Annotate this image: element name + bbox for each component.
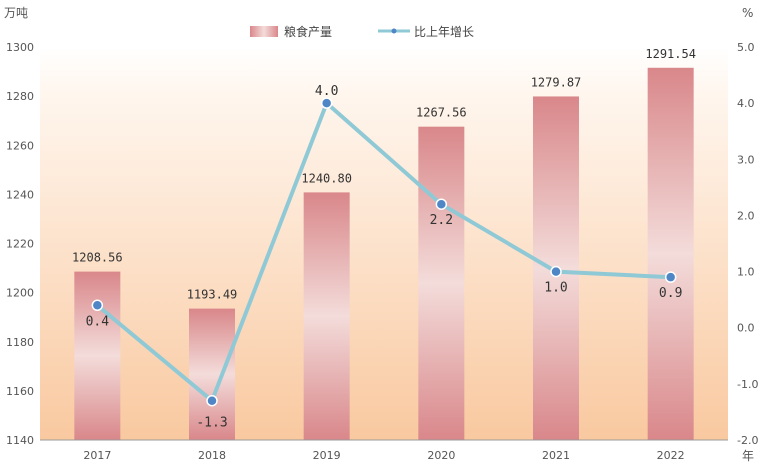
right-tick-label: 1.0 xyxy=(737,266,755,279)
bar xyxy=(189,308,235,440)
growth-value-label: -1.3 xyxy=(196,416,227,431)
growth-points xyxy=(91,97,677,407)
left-axis-unit: 万吨 xyxy=(4,6,28,20)
growth-value-label: 0.4 xyxy=(86,314,110,329)
growth-point xyxy=(320,97,333,109)
left-tick-label: 1240 xyxy=(6,188,34,201)
right-axis: -2.0 -1.0 0.0 1.0 2.0 3.0 4.0 5.0 xyxy=(737,41,758,447)
plot-background xyxy=(40,47,728,440)
bar-value-label: 1208.56 xyxy=(72,251,123,265)
growth-value-labels: 0.4 -1.3 4.0 2.2 1.0 0.9 xyxy=(86,84,683,431)
bar xyxy=(303,192,350,440)
growth-value-label: 4.0 xyxy=(315,84,338,99)
bar-value-label: 1267.56 xyxy=(416,106,467,120)
x-tick-label: 2022 xyxy=(657,449,685,462)
growth-point xyxy=(435,198,448,210)
growth-point xyxy=(91,299,104,312)
legend: 粮食产量 比上年增长 xyxy=(250,24,474,39)
x-axis: 2017 2018 2019 2020 2021 2022 xyxy=(83,449,684,462)
right-tick-label: -2.0 xyxy=(737,434,758,447)
bar xyxy=(418,126,465,440)
x-tick-label: 2021 xyxy=(542,449,570,462)
x-tick-label: 2017 xyxy=(83,449,111,462)
legend-bar-swatch xyxy=(250,26,278,37)
legend-line-marker xyxy=(391,28,397,34)
left-tick-label: 1140 xyxy=(6,434,34,447)
growth-value-label: 0.9 xyxy=(659,286,682,301)
bar-value-label: 1291.54 xyxy=(645,47,696,61)
growth-point xyxy=(550,265,562,278)
x-tick-label: 2019 xyxy=(313,449,341,462)
bar xyxy=(74,271,121,440)
growth-value-label: 2.2 xyxy=(430,213,453,228)
x-tick-label: 2020 xyxy=(427,449,455,462)
left-tick-label: 1160 xyxy=(6,385,34,398)
right-tick-label: 4.0 xyxy=(737,97,755,110)
bar-series xyxy=(74,67,694,441)
bar-value-label: 1193.49 xyxy=(187,288,238,302)
left-tick-label: 1220 xyxy=(6,238,34,251)
left-tick-label: 1260 xyxy=(6,139,34,152)
right-tick-label: -1.0 xyxy=(737,378,758,391)
x-axis-unit: 年 xyxy=(742,449,754,463)
left-axis: 1140 1160 1180 1200 1220 1240 1260 1280 1300 xyxy=(6,41,34,447)
left-tick-label: 1280 xyxy=(6,90,34,103)
bar-value-label: 1240.80 xyxy=(301,171,352,185)
growth-line xyxy=(96,101,671,403)
bar-value-labels: 1208.56 1193.49 1240.80 1267.56 1279.87 1291.… xyxy=(72,47,696,302)
right-tick-label: 3.0 xyxy=(737,153,755,166)
growth-point xyxy=(206,394,218,407)
right-axis-unit: % xyxy=(742,6,753,20)
bar-value-label: 1279.87 xyxy=(531,75,582,89)
growth-value-label: 1.0 xyxy=(544,281,567,296)
legend-bar-label: 粮食产量 xyxy=(284,24,332,39)
left-tick-label: 1300 xyxy=(6,41,34,54)
x-tick-label: 2018 xyxy=(198,449,226,462)
legend-line-label: 比上年增长 xyxy=(414,25,474,39)
left-tick-label: 1180 xyxy=(6,336,34,349)
growth-point xyxy=(664,271,677,283)
left-tick-label: 1200 xyxy=(6,287,34,300)
right-tick-label: 0.0 xyxy=(737,322,755,335)
right-tick-label: 5.0 xyxy=(737,41,755,54)
bar xyxy=(647,67,694,440)
right-tick-label: 2.0 xyxy=(737,209,755,222)
